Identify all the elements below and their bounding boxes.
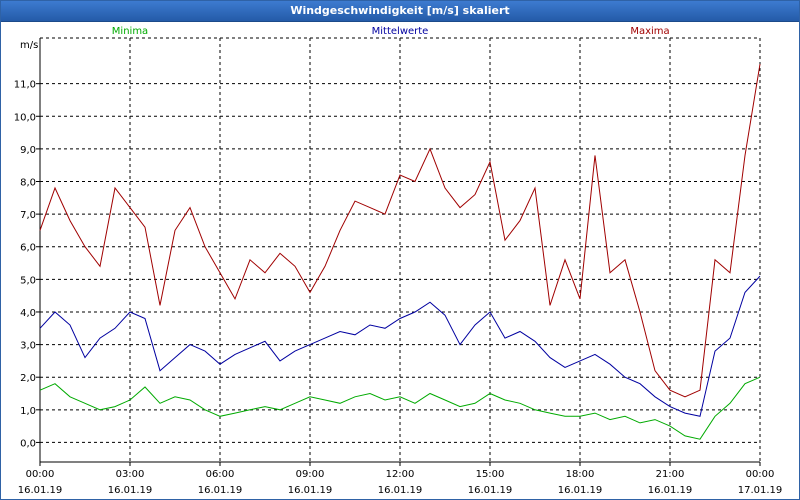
x-tick-date: 17.01.19 bbox=[738, 485, 783, 496]
x-tick-time: 21:00 bbox=[656, 469, 685, 480]
legend-mittelwerte: Mittelwerte bbox=[372, 26, 429, 37]
x-tick-time: 00:00 bbox=[26, 469, 55, 480]
x-tick-date: 16.01.19 bbox=[198, 485, 243, 496]
y-tick-label: 11,0 bbox=[14, 80, 36, 91]
chart-title: Windgeschwindigkeit [m/s] skaliert bbox=[1, 1, 799, 22]
y-tick-label: 6,0 bbox=[20, 243, 36, 254]
y-axis-unit-label: m/s bbox=[20, 40, 38, 51]
x-tick-date: 16.01.19 bbox=[648, 485, 693, 496]
x-tick-date: 16.01.19 bbox=[288, 485, 333, 496]
x-tick-date: 16.01.19 bbox=[378, 485, 423, 496]
x-tick-time: 12:00 bbox=[386, 469, 415, 480]
x-tick-time: 00:00 bbox=[746, 469, 775, 480]
x-tick-time: 18:00 bbox=[566, 469, 595, 480]
x-tick-time: 06:00 bbox=[206, 469, 235, 480]
x-tick-date: 16.01.19 bbox=[558, 485, 603, 496]
x-tick-time: 09:00 bbox=[296, 469, 325, 480]
series-lines bbox=[39, 64, 761, 440]
y-tick-label: 5,0 bbox=[20, 275, 36, 286]
series-line-mittelwerte bbox=[39, 275, 761, 417]
y-tick-label: 0,0 bbox=[20, 438, 36, 449]
series-line-maxima bbox=[39, 64, 761, 398]
y-tick-label: 7,0 bbox=[20, 210, 36, 221]
legend-maxima: Maxima bbox=[630, 26, 669, 37]
x-tick-date: 16.01.19 bbox=[108, 485, 153, 496]
y-tick-labels: 0,0 1,0 2,0 3,0 4,0 5,0 6,0 7,0 8,0 9,0 10,0 11,0 bbox=[14, 80, 36, 450]
x-tick-time: 03:00 bbox=[116, 469, 145, 480]
y-tick-label: 4,0 bbox=[20, 308, 36, 319]
gridlines bbox=[40, 37, 761, 462]
x-tick-time: 15:00 bbox=[476, 469, 505, 480]
y-tick-label: 9,0 bbox=[20, 145, 36, 156]
x-tick-labels: 00:00 16.01.19 03:00 16.01.19 06:00 16.01.19 0… bbox=[18, 469, 783, 496]
y-tick-label: 1,0 bbox=[20, 406, 36, 417]
legend: Minima Mittelwerte Maxima bbox=[112, 26, 670, 37]
series-line-minima bbox=[39, 376, 761, 440]
axes bbox=[36, 38, 761, 466]
y-tick-label: 8,0 bbox=[20, 178, 36, 189]
y-tick-label: 2,0 bbox=[20, 373, 36, 384]
x-tick-date: 16.01.19 bbox=[18, 485, 63, 496]
x-tick-date: 16.01.19 bbox=[468, 485, 513, 496]
y-tick-label: 3,0 bbox=[20, 341, 36, 352]
y-tick-label: 10,0 bbox=[14, 112, 36, 123]
legend-minima: Minima bbox=[112, 26, 148, 37]
